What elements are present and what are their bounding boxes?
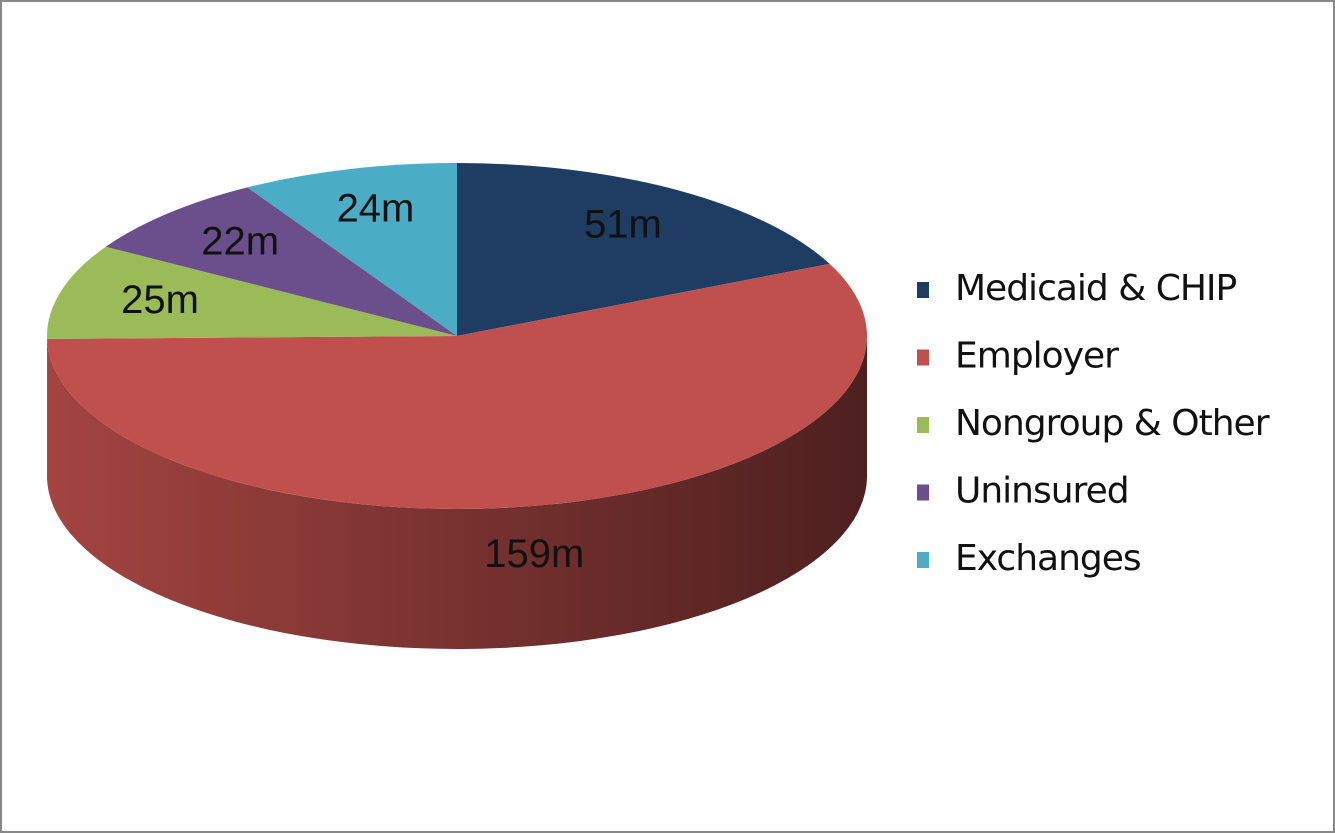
legend-label: Uninsured [955,471,1129,512]
data-label: 51m [584,202,662,246]
legend-label: Exchanges [955,538,1141,579]
pie-slice [457,163,830,336]
legend-label: Employer [955,336,1119,377]
pie-side [47,336,867,649]
data-label: 22m [201,220,279,264]
data-label: 159m [484,532,584,576]
pie-slice [247,163,457,336]
pie-slice [47,263,867,509]
legend-swatch [917,282,929,298]
legend-swatch [917,417,929,433]
legend-swatch [917,552,929,568]
pie-slice [105,187,457,336]
pie-slice [47,246,457,339]
legend-label: Nongroup & Other [955,403,1270,444]
data-label: 25m [121,278,199,322]
legend-swatch [917,484,929,501]
legend-swatch [917,349,929,366]
data-label: 24m [337,186,415,230]
legend-label: Medicaid & CHIP [955,268,1237,309]
